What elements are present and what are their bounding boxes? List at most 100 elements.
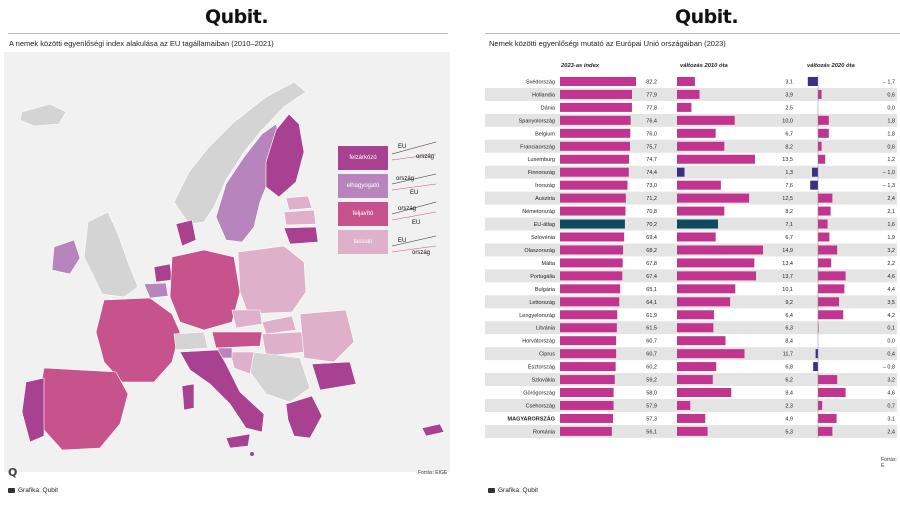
change-2010-label: 13,4	[782, 261, 793, 267]
index-value-label: 60,7	[646, 339, 657, 345]
credit-text: Grafika: Qubit	[18, 487, 59, 494]
map-region-balkans	[249, 351, 311, 403]
category-label: Bulgária	[535, 287, 556, 293]
change-2020-label: – 1,3	[883, 183, 895, 189]
source-note: Forrás: E	[881, 457, 897, 469]
change-2020-bar	[818, 297, 839, 307]
legend-label: feljavító	[352, 211, 374, 217]
index-bar	[560, 167, 629, 177]
change-2010-label: 6,2	[785, 378, 793, 384]
legend-arrow-label: ország	[416, 154, 435, 160]
category-label: Hollandia	[532, 92, 556, 98]
category-label: Észtország	[528, 364, 555, 371]
change-2020-label: 2,2	[887, 261, 895, 267]
category-label: Románia	[533, 429, 556, 435]
header-divider	[8, 33, 448, 34]
index-bar	[560, 323, 617, 333]
camera-icon	[488, 488, 495, 493]
change-2010-bar	[677, 76, 695, 86]
change-2010-label: 6,3	[785, 326, 793, 332]
series-header: 2023-as index	[560, 63, 600, 69]
change-2020-label: 0,6	[887, 92, 895, 98]
index-value-label: 60,2	[646, 365, 657, 371]
legend-arrows	[391, 141, 437, 253]
change-2020-bar	[818, 310, 844, 320]
index-value-label: 77,8	[646, 105, 657, 111]
change-2010-label: 5,3	[785, 429, 793, 435]
change-2010-bar	[677, 89, 700, 99]
change-2020-bar	[807, 76, 818, 86]
map-region-romania	[299, 309, 355, 363]
map-region-austria	[211, 331, 263, 349]
change-2010-bar	[677, 232, 716, 242]
index-bar	[560, 426, 612, 436]
change-2010-bar	[677, 284, 736, 294]
change-2020-label: – 1,7	[883, 79, 895, 85]
map-region-bulgaria	[311, 361, 357, 391]
map-region-norway	[173, 81, 307, 225]
europe-map-svg	[19, 81, 445, 456]
index-bar	[560, 336, 617, 346]
change-2010-label: 13,7	[782, 274, 793, 280]
category-label: Luxemburg	[527, 157, 555, 163]
map-region-denmark	[175, 219, 197, 247]
change-2010-bar	[677, 115, 735, 125]
map-region-slovakia	[261, 315, 297, 335]
category-label: Lengyelország	[519, 313, 555, 319]
category-label: Ausztria	[535, 196, 556, 202]
change-2020-label: – 0,8	[883, 365, 895, 371]
change-2010-label: 9,4	[785, 391, 793, 397]
credit: Grafika: Qubit	[8, 487, 58, 494]
change-2020-label: 1,8	[887, 131, 895, 137]
map-region-belgium	[143, 282, 169, 299]
map-region-italy	[179, 349, 265, 433]
legend-arrow	[391, 153, 437, 161]
index-value-label: 59,2	[646, 378, 657, 384]
change-2020-label: 2,4	[887, 429, 895, 435]
credit: Grafika: Qubit	[488, 487, 538, 494]
change-2020-bar	[818, 89, 822, 99]
legend-lassulo: lassuló	[338, 230, 388, 254]
change-2020-bar	[810, 180, 818, 190]
change-2010-label: 1,3	[785, 170, 793, 176]
change-2020-bar	[818, 271, 846, 281]
change-2020-label: 0,1	[887, 326, 895, 332]
change-2010-bar	[677, 102, 692, 112]
index-value-label: 74,4	[646, 170, 657, 176]
change-2020-bar	[818, 219, 828, 229]
legend-arrow	[391, 235, 437, 247]
change-2010-label: 6,7	[785, 235, 793, 241]
index-value-label: 56,1	[646, 429, 657, 435]
category-label: Franciaország	[520, 144, 555, 150]
legend-arrow-label: EU	[412, 220, 421, 226]
index-bar	[560, 388, 614, 398]
index-bar	[560, 219, 625, 229]
change-2010-bar	[677, 336, 726, 346]
change-2010-label: 2,5	[785, 105, 793, 111]
map-region-portugal	[21, 377, 45, 443]
map-title: A nemek közötti egyenlőségi index alakul…	[9, 39, 274, 48]
index-value-label: 70,2	[646, 222, 657, 228]
change-2020-bar	[812, 167, 818, 177]
change-2010-bar	[677, 362, 717, 372]
map-region-cyprus	[421, 423, 445, 437]
index-bar	[560, 102, 632, 112]
header-divider	[485, 33, 900, 34]
map-region-czechia	[231, 309, 263, 329]
credit-text: Grafika: Qubit	[498, 487, 539, 494]
change-2020-bar	[818, 284, 845, 294]
source-note: Forrás: EIGE	[418, 470, 448, 476]
map-region-spain	[37, 367, 129, 451]
legend-label: elhagyogató	[346, 183, 380, 189]
change-2010-bar	[677, 141, 725, 151]
change-2010-bar	[677, 310, 714, 320]
q-logo: Q	[8, 466, 18, 479]
index-value-label: 76,4	[646, 118, 657, 124]
change-2020-bar	[818, 323, 819, 333]
map-region-croatia	[229, 351, 255, 375]
map-region-malta	[250, 452, 254, 456]
change-2020-label: 3,2	[887, 378, 895, 384]
category-label: Szlovénia	[531, 235, 556, 241]
change-2010-bar	[677, 388, 732, 398]
change-2020-bar	[818, 154, 826, 164]
